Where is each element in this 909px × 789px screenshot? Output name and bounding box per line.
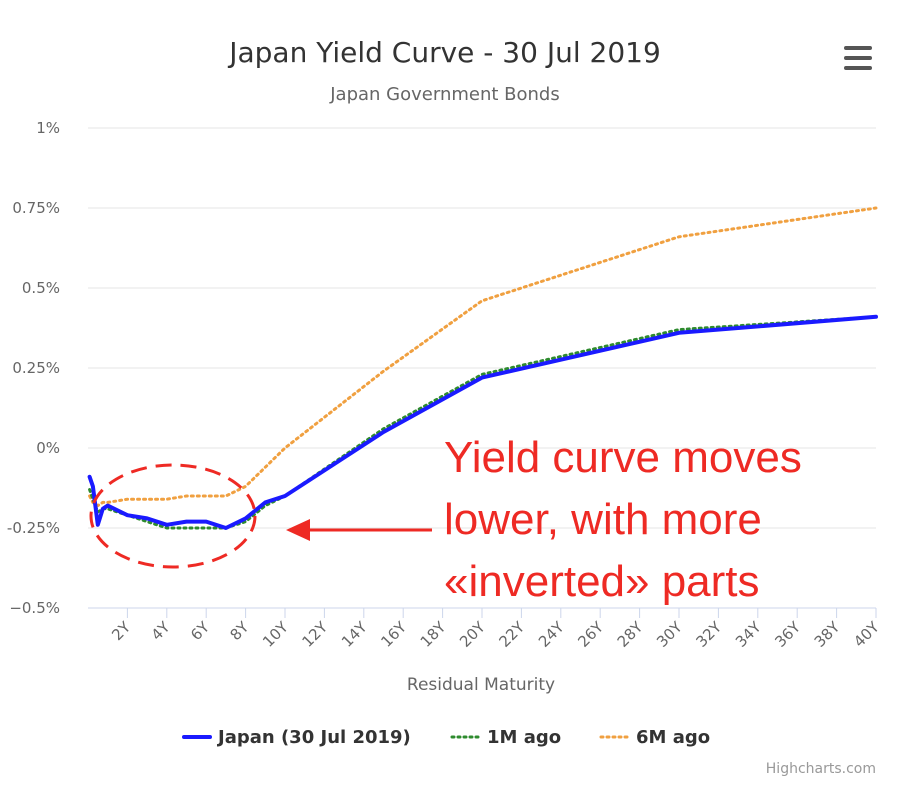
x-tick-label: 8Y [226,618,253,645]
x-tick-label: 10Y [259,618,292,651]
x-tick-label: 26Y [574,618,607,651]
y-axis-labels: 1% 0.75% 0.5% 0.25% 0% -0.25% −0.5% [7,119,60,617]
x-tick-label: 22Y [496,618,529,651]
x-tick-label: 14Y [338,618,371,651]
x-tick-label: 18Y [417,618,450,651]
x-tick-label: 6Y [187,618,214,645]
chart-subtitle: Japan Government Bonds [329,84,559,105]
legend-item-2[interactable]: 6M ago [636,727,710,748]
y-tick-label: 1% [36,119,60,137]
credits-link[interactable]: Highcharts.com [766,761,876,777]
legend-item-1[interactable]: 1M ago [487,727,561,748]
legend-item-0[interactable]: Japan (30 Jul 2019) [216,727,411,748]
y-tick-label: 0% [36,439,60,457]
annotation-overlay: Yield curve moves lower, with more «invert… [89,433,802,606]
y-tick-label: 0.5% [22,279,60,297]
x-tick-label: 34Y [732,618,765,651]
series-line-0[interactable] [87,314,878,530]
x-tick-label: 38Y [811,618,844,651]
x-tick-label: 20Y [456,618,489,651]
annotation-text-line: Yield curve moves [444,433,802,482]
annotation-text-line: «inverted» parts [444,557,760,606]
x-tick-label: 16Y [377,618,410,651]
x-axis: 2Y 4Y 6Y 8Y 10Y 12Y 14Y 16Y 18Y 20Y 22Y 24Y 26Y 28Y 30… [88,607,883,651]
x-tick-label: 36Y [771,618,804,651]
y-tick-label: −0.5% [9,599,60,617]
x-tick-label: 40Y [850,618,883,651]
x-tick-label: 4Y [148,618,175,645]
x-tick-label: 30Y [653,618,686,651]
series-line-2[interactable] [88,206,878,508]
annotation-arrow-head [286,519,310,541]
x-tick-label: 28Y [614,618,647,651]
x-tick-label: 24Y [535,618,568,651]
chart-title: Japan Yield Curve - 30 Jul 2019 [227,36,661,69]
series-lines [87,206,878,530]
y-tick-label: 0.25% [12,359,60,377]
x-axis-title: Residual Maturity [407,675,555,695]
x-tick-label: 12Y [299,618,332,651]
y-tick-label: -0.25% [7,519,60,537]
hamburger-menu-icon[interactable] [844,46,872,70]
x-tick-label: 32Y [693,618,726,651]
x-tick-label: 2Y [108,618,135,645]
legend: Japan (30 Jul 2019) 1M ago 6M ago [182,727,710,748]
highlight-ellipse [89,463,257,569]
y-tick-label: 0.75% [12,199,60,217]
annotation-text-line: lower, with more [444,495,762,544]
